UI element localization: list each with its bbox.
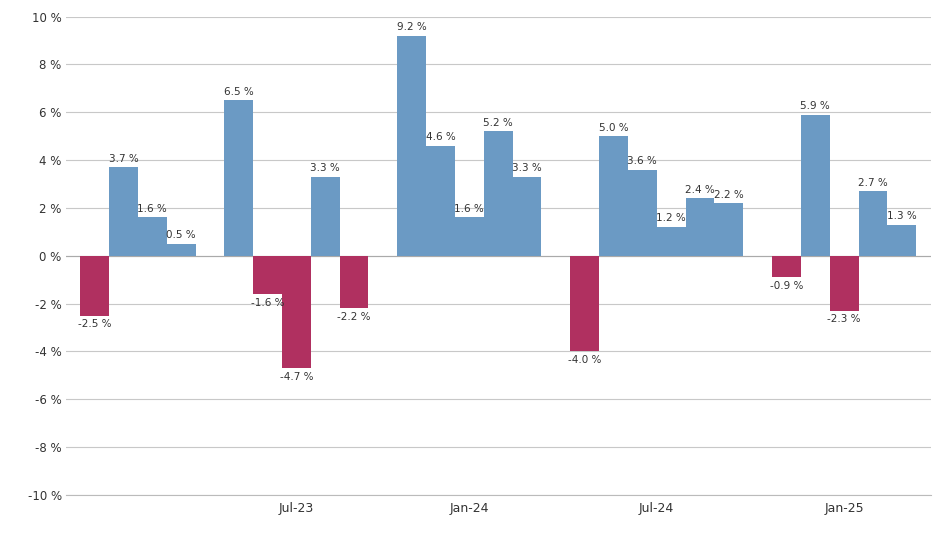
Text: 6.5 %: 6.5 % <box>224 87 254 97</box>
Text: 0.5 %: 0.5 % <box>166 230 196 240</box>
Text: -0.9 %: -0.9 % <box>770 281 803 291</box>
Bar <box>571 256 599 351</box>
Text: 2.7 %: 2.7 % <box>858 178 887 188</box>
Text: 9.2 %: 9.2 % <box>397 22 427 32</box>
Bar <box>628 169 657 256</box>
Text: 5.9 %: 5.9 % <box>801 101 830 111</box>
Bar <box>311 177 339 256</box>
Text: -2.5 %: -2.5 % <box>78 319 111 329</box>
Bar <box>801 114 830 256</box>
Bar <box>426 146 455 256</box>
Text: 2.2 %: 2.2 % <box>714 190 744 200</box>
Bar <box>339 256 368 309</box>
Text: 3.7 %: 3.7 % <box>109 153 138 164</box>
Text: 3.3 %: 3.3 % <box>310 163 340 173</box>
Text: 1.6 %: 1.6 % <box>455 204 484 214</box>
Text: 1.6 %: 1.6 % <box>137 204 167 214</box>
Bar <box>599 136 628 256</box>
Bar <box>830 256 858 311</box>
Bar <box>455 217 484 256</box>
Text: -2.3 %: -2.3 % <box>827 315 861 324</box>
Text: 4.6 %: 4.6 % <box>426 132 455 142</box>
Text: 1.3 %: 1.3 % <box>887 211 916 221</box>
Bar <box>714 203 744 256</box>
Text: -4.0 %: -4.0 % <box>568 355 602 365</box>
Bar <box>166 244 196 256</box>
Bar <box>858 191 887 256</box>
Text: -1.6 %: -1.6 % <box>251 298 284 307</box>
Text: 5.0 %: 5.0 % <box>599 123 628 133</box>
Text: -4.7 %: -4.7 % <box>280 372 313 382</box>
Bar <box>512 177 541 256</box>
Bar <box>225 100 253 256</box>
Text: 5.2 %: 5.2 % <box>483 118 513 128</box>
Bar <box>109 167 138 256</box>
Bar <box>887 224 916 256</box>
Bar <box>138 217 166 256</box>
Text: 3.3 %: 3.3 % <box>512 163 541 173</box>
Text: 2.4 %: 2.4 % <box>685 185 714 195</box>
Bar <box>253 256 282 294</box>
Bar <box>282 256 311 368</box>
Text: -2.2 %: -2.2 % <box>337 312 370 322</box>
Text: 1.2 %: 1.2 % <box>656 213 686 223</box>
Bar <box>484 131 512 256</box>
Bar <box>398 36 426 256</box>
Bar <box>80 256 109 316</box>
Bar <box>685 199 714 256</box>
Text: 3.6 %: 3.6 % <box>628 156 657 166</box>
Bar <box>657 227 685 256</box>
Bar <box>772 256 801 277</box>
